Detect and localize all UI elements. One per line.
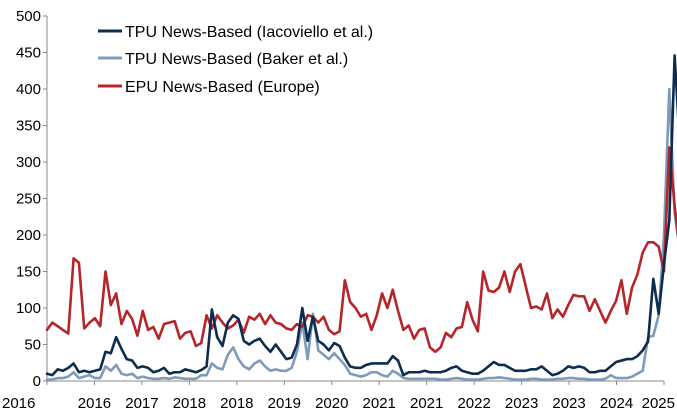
y-tick-label: 400 [16,81,41,98]
y-tick-label: 500 [16,8,41,25]
x-tick-label: 2020 [315,395,348,412]
legend-label: TPU News-Based (Baker et al.) [125,51,348,68]
x-tick-label: 2021 [363,395,396,412]
series-lines [47,55,677,379]
legend-label: TPU News-Based (Iacoviello et al.) [125,24,373,41]
y-tick-label: 300 [16,154,41,171]
x-axis: 2016 2016 2017 2018 2018 2019 2020 2021 2021 2022… [2,381,675,412]
y-tick-label: 50 [24,337,41,354]
y-tick-label: 250 [16,191,41,208]
legend: TPU News-Based (Iacoviello et al.) TPU Ne… [98,24,373,96]
x-tick-label: 2018 [220,395,253,412]
y-tick-label: 0 [33,373,41,390]
x-tick-label: 2021 [410,395,443,412]
series-line-2 [47,147,677,351]
x-tick-label: 2016 [2,395,35,412]
y-axis: 0 50 100 150 200 250 300 350 400 450 500 [16,8,47,390]
y-tick-label: 200 [16,227,41,244]
x-tick-label: 2017 [125,395,158,412]
x-tick-label: 2025 [642,395,675,412]
y-tick-label: 450 [16,45,41,62]
y-tick-label: 350 [16,118,41,135]
x-tick-label: 2022 [457,395,490,412]
x-tick-label: 2023 [505,395,538,412]
x-tick-label: 2018 [173,395,206,412]
x-tick-label: 2016 [78,395,111,412]
x-tick-label: 2019 [268,395,301,412]
y-tick-label: 150 [16,264,41,281]
series-line-1 [47,89,677,380]
y-tick-label: 100 [16,300,41,317]
x-tick-label: 2024 [600,395,633,412]
series-line-0 [47,55,677,375]
legend-label: EPU News-Based (Europe) [125,79,320,96]
x-tick-label: 2023 [552,395,585,412]
